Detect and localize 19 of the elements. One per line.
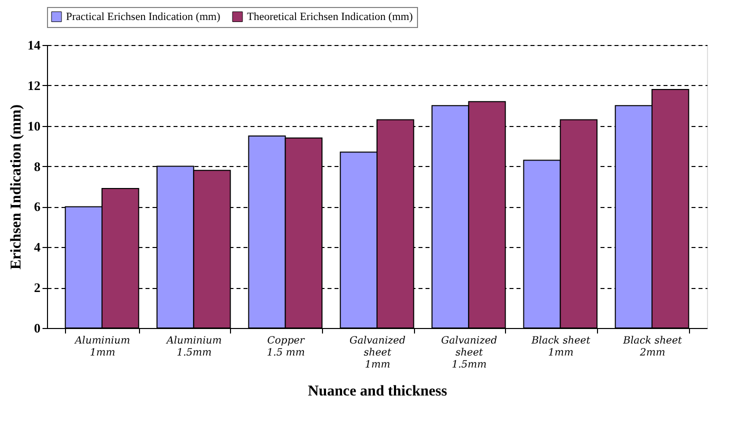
x-tick-label: Black sheet 2mm [622, 336, 683, 358]
y-tick-label: 8 [34, 158, 41, 174]
y-tick-label: 10 [28, 118, 40, 134]
x-tick-label: Black sheet 1mm [530, 336, 592, 358]
y-tick-label: 12 [28, 78, 40, 93]
x-tick-label: Aluminium 1.5mm [166, 336, 222, 358]
y-tick-label: 0 [34, 320, 40, 336]
x-tick-label: Copper 1.5 mm [266, 336, 306, 358]
y-axis-title: Erichsen Indication (mm) [8, 104, 24, 270]
y-tick-label: 2 [34, 280, 40, 296]
y-tick-label: 4 [34, 240, 41, 255]
x-tick-label: Galvanized sheet 1mm [350, 336, 406, 370]
y-tick-label: 6 [34, 199, 41, 214]
legend-label: Practical Erichsen Indication (mm) [66, 10, 221, 23]
x-axis-title: Nuance and thickness [308, 384, 448, 400]
x-tick-label: Galvanized sheet 1.5mm [441, 336, 498, 370]
legend-label: Theoretical Erichsen Indication (mm) [247, 10, 414, 23]
x-tick-label: Aluminium 1mm [74, 336, 130, 358]
y-tick-label: 14 [28, 38, 41, 52]
